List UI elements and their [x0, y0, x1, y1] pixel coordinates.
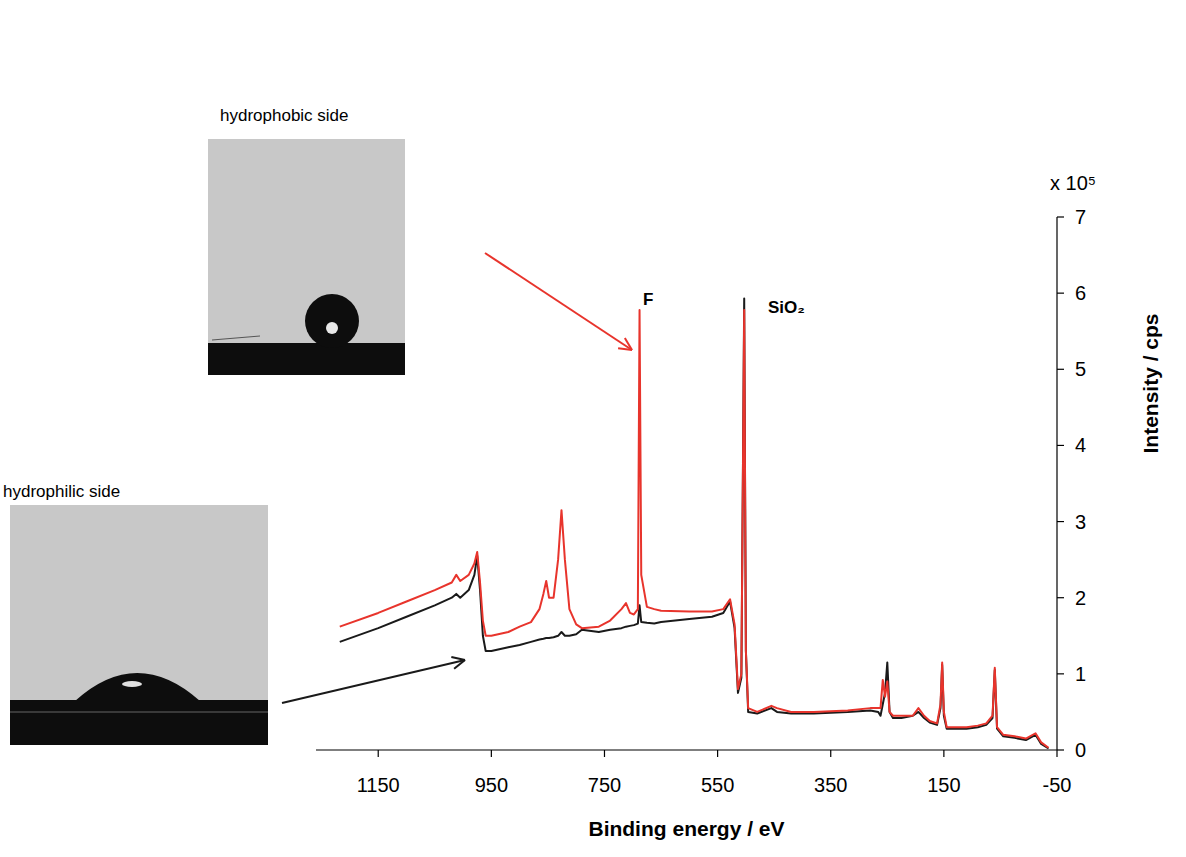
- y-multiplier: x 10⁵: [1050, 172, 1096, 194]
- inset-caption: hydrophilic side: [3, 482, 120, 501]
- droplet-highlight: [122, 681, 142, 687]
- x-axis: [316, 749, 1057, 750]
- y-tick-label: 5: [1075, 358, 1086, 380]
- substrate: [208, 343, 405, 375]
- y-tick: [1057, 445, 1064, 446]
- x-tick-label: 350: [814, 774, 847, 796]
- image-detail: [212, 336, 260, 340]
- x-tick-label: 150: [927, 774, 960, 796]
- x-tick-label: 1150: [357, 774, 400, 796]
- y-tick-label: 2: [1075, 587, 1086, 609]
- plot-area: [340, 298, 1049, 748]
- x-tick: [604, 750, 605, 757]
- peak-label: F: [643, 290, 653, 309]
- contact-angle-image: [208, 139, 405, 375]
- arrow: [282, 657, 465, 703]
- y-tick: [1057, 597, 1064, 598]
- droplet-highlight: [326, 322, 338, 334]
- y-axis-title: Intensity / cps: [1139, 313, 1162, 453]
- x-tick: [943, 750, 944, 757]
- x-tick: [491, 750, 492, 757]
- substrate: [10, 700, 268, 745]
- series-line: [340, 298, 1049, 748]
- x-tick: [1056, 750, 1057, 757]
- y-tick: [1057, 293, 1064, 294]
- y-tick-label: 3: [1075, 511, 1086, 533]
- arrow-head: [625, 338, 632, 350]
- arrow-shaft: [485, 253, 632, 350]
- x-tick: [717, 750, 718, 757]
- image-background: [208, 139, 405, 375]
- arrow: [485, 253, 632, 350]
- y-tick: [1057, 673, 1064, 674]
- y-tick: [1057, 521, 1064, 522]
- contact-angle-image: [10, 505, 268, 745]
- arrow-shaft: [282, 660, 465, 703]
- y-tick-label: 0: [1075, 739, 1086, 761]
- series-line: [340, 310, 1049, 748]
- peak-label: SiO₂: [768, 298, 805, 317]
- arrow-head: [454, 660, 465, 669]
- x-tick: [378, 750, 379, 757]
- y-tick-label: 7: [1075, 206, 1086, 228]
- x-axis-title: Binding energy / eV: [588, 817, 784, 840]
- arrow-head: [451, 657, 465, 660]
- image-detail: [10, 712, 268, 713]
- droplet: [75, 673, 200, 701]
- inset-caption: hydrophobic side: [220, 106, 349, 125]
- y-tick: [1057, 749, 1064, 750]
- y-tick-label: 6: [1075, 282, 1086, 304]
- droplet: [305, 294, 359, 348]
- x-tick-label: 950: [475, 774, 508, 796]
- image-background: [10, 505, 268, 745]
- x-tick-label: 550: [701, 774, 734, 796]
- x-tick-label: 750: [588, 774, 621, 796]
- x-tick: [830, 750, 831, 757]
- y-tick: [1057, 369, 1064, 370]
- y-tick: [1057, 216, 1064, 217]
- y-axis: [1056, 217, 1057, 750]
- y-tick-label: 4: [1075, 434, 1086, 456]
- x-tick-label: -50: [1043, 774, 1072, 796]
- chart: 1150 950 750 550 350 150 -500 1 2 3 4 5 6 7 x 10⁵ Inten…: [0, 0, 1186, 857]
- y-tick-label: 1: [1075, 663, 1086, 685]
